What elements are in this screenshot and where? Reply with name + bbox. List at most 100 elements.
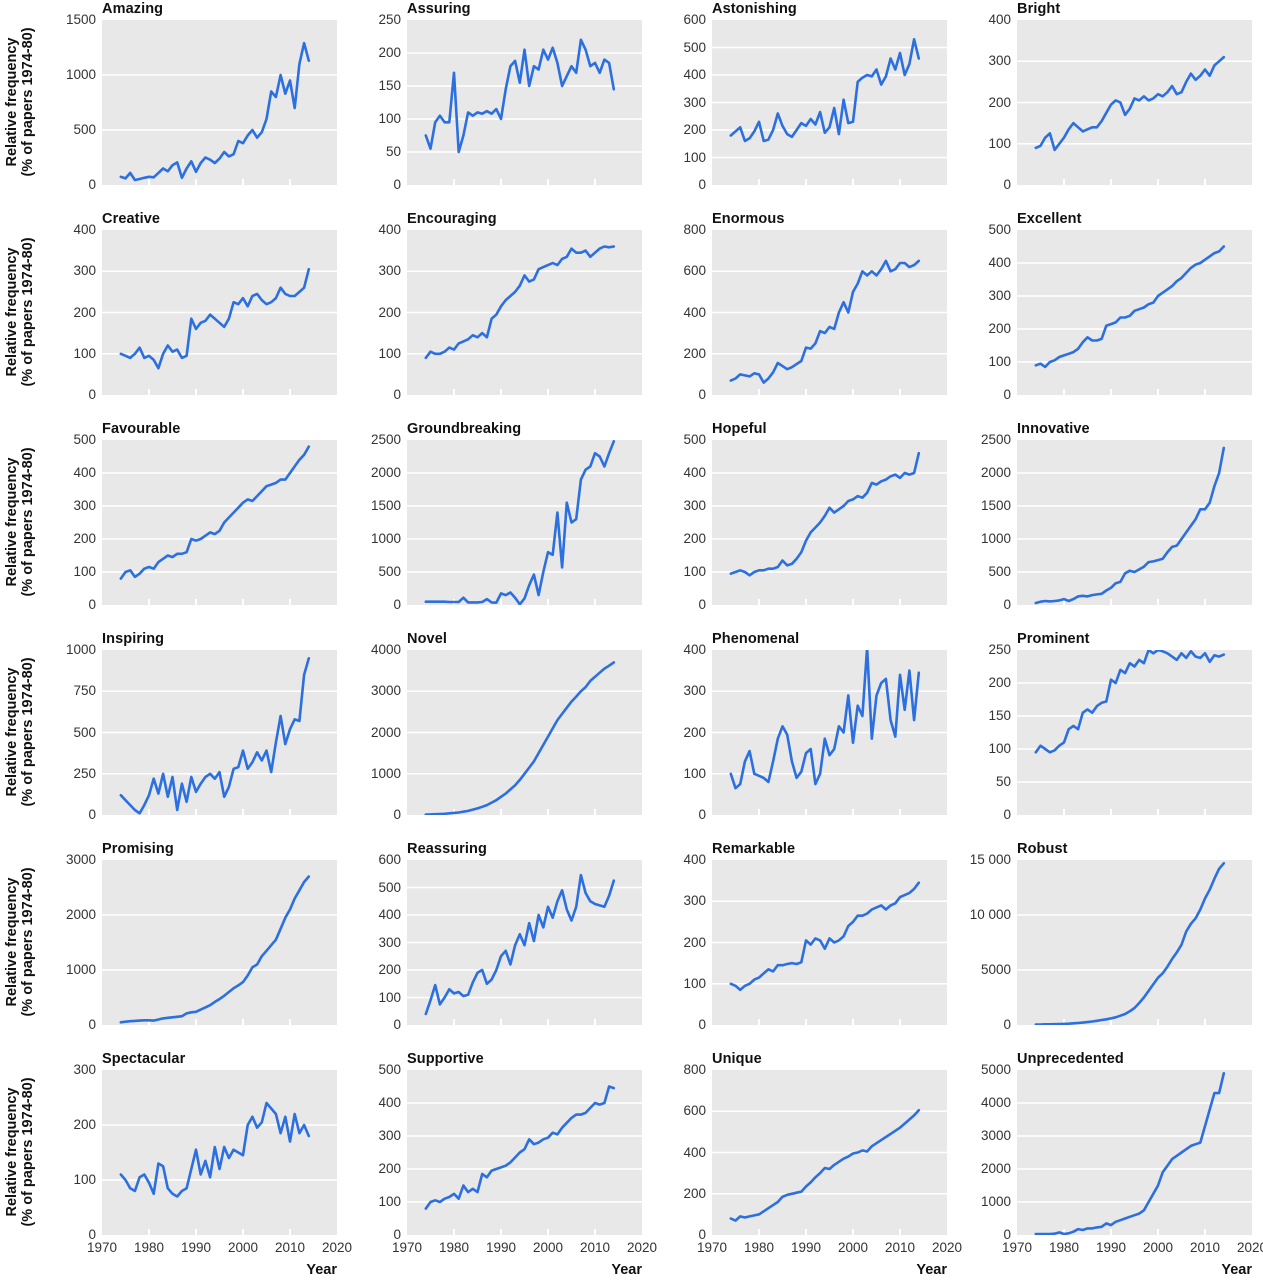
x-tick-mark xyxy=(547,1019,549,1025)
x-tick-mark xyxy=(594,599,596,605)
y-tick-label: 300 xyxy=(73,498,96,513)
x-tick-mark xyxy=(1204,179,1206,185)
x-tick-label: 1980 xyxy=(438,1240,470,1255)
y-tick-label: 100 xyxy=(988,741,1011,756)
y-axis-label-line1: Relative frequency xyxy=(4,667,20,797)
x-tick-mark xyxy=(453,1019,455,1025)
x-tick-mark xyxy=(1157,809,1159,815)
x-tick-mark xyxy=(242,179,244,185)
x-tick-mark xyxy=(289,179,291,185)
trend-line xyxy=(119,41,311,182)
plot-background xyxy=(102,860,337,1025)
x-tick-mark xyxy=(899,1019,901,1025)
x-tick-mark xyxy=(1110,179,1112,185)
subplot-title: Assuring xyxy=(407,1,471,17)
subplot-title: Bright xyxy=(1017,1,1061,17)
y-tick-label: 0 xyxy=(698,177,706,192)
y-tick-label: 400 xyxy=(73,222,96,237)
subplot-unique: Unique 0 200 400 600 800 1970 1980 1990 2000 2010 2… xyxy=(650,1050,962,1280)
y-tick-label: 400 xyxy=(378,222,401,237)
y-tick-label: 0 xyxy=(698,1017,706,1032)
y-axis-label: Relative frequency (% of papers 1974-80) xyxy=(0,420,40,630)
x-tick-mark xyxy=(1110,1229,1112,1235)
y-tick-label: 0 xyxy=(393,387,401,402)
y-tick-label: 300 xyxy=(378,263,401,279)
trend-line xyxy=(424,38,616,154)
y-tick-label: 1000 xyxy=(65,962,96,977)
y-tick-label: 400 xyxy=(988,12,1011,27)
y-tick-label: 100 xyxy=(73,1172,96,1187)
x-tick-mark xyxy=(148,1019,150,1025)
y-axis-label-line1: Relative frequency xyxy=(4,1087,20,1217)
y-tick-label: 400 xyxy=(73,465,96,480)
y-tick-label: 1000 xyxy=(370,765,401,781)
plot-area xyxy=(712,650,947,815)
y-tick-label: 200 xyxy=(378,962,401,977)
y-axis-label-text: Relative frequency (% of papers 1974-80) xyxy=(4,237,36,386)
x-tick-mark xyxy=(805,599,807,605)
y-tick-label: 150 xyxy=(378,78,401,93)
y-tick-label: 500 xyxy=(988,564,1011,579)
y-tick-label: 10 000 xyxy=(969,907,1011,922)
plot-area xyxy=(712,230,947,395)
x-tick-mark xyxy=(758,1229,760,1235)
plot-area xyxy=(1017,440,1252,605)
y-axis-label: Relative frequency (% of papers 1974-80) xyxy=(0,840,40,1050)
x-tick-mark xyxy=(852,809,854,815)
x-tick-mark xyxy=(289,809,291,815)
y-tick-label: 800 xyxy=(683,222,706,237)
y-tick-label: 200 xyxy=(683,345,706,361)
y-tick-label: 400 xyxy=(683,67,706,82)
x-tick-mark xyxy=(195,809,197,815)
y-tick-label: 200 xyxy=(378,1161,401,1176)
plot-area xyxy=(1017,230,1252,395)
x-tick-mark xyxy=(594,1019,596,1025)
subplot-unprecedented: Unprecedented 0 1000 2000 3000 4000 5000 1970 19… xyxy=(955,1050,1263,1280)
y-axis-label-text: Relative frequency (% of papers 1974-80) xyxy=(4,1077,36,1226)
plot-area xyxy=(407,650,642,815)
y-axis-label-line1: Relative frequency xyxy=(4,37,20,167)
y-tick-label: 2000 xyxy=(370,724,401,740)
subplot-title: Supportive xyxy=(407,1051,484,1067)
plot-background xyxy=(712,440,947,605)
x-axis-title: Year xyxy=(916,1262,947,1278)
plot-background xyxy=(407,1070,642,1235)
y-tick-label: 400 xyxy=(683,642,706,657)
x-tick-label: 1970 xyxy=(696,1240,728,1255)
subplot-enormous: Enormous 0 200 400 600 800 xyxy=(650,210,947,420)
x-tick-mark xyxy=(899,179,901,185)
x-tick-mark xyxy=(195,1229,197,1235)
y-tick-label: 200 xyxy=(73,304,96,320)
x-tick-mark xyxy=(500,179,502,185)
x-tick-mark xyxy=(899,809,901,815)
y-axis-label-line1: Relative frequency xyxy=(4,247,20,377)
x-tick-label: 1980 xyxy=(743,1240,775,1255)
y-tick-label: 0 xyxy=(698,807,706,822)
x-tick-mark xyxy=(148,809,150,815)
x-tick-mark xyxy=(805,809,807,815)
y-axis-label: Relative frequency (% of papers 1974-80) xyxy=(0,210,40,420)
y-tick-label: 300 xyxy=(73,1062,96,1077)
subplot-title: Amazing xyxy=(102,1,164,17)
plot-area xyxy=(712,860,947,1025)
subplot-inspiring: Inspiring 0 250 500 750 1000 xyxy=(40,630,337,840)
x-tick-mark xyxy=(242,599,244,605)
chart-row: Relative frequency (% of papers 1974-80) I… xyxy=(0,630,1263,840)
y-tick-label: 2000 xyxy=(980,465,1011,480)
y-tick-label: 200 xyxy=(683,122,706,137)
subplot-title: Excellent xyxy=(1017,211,1082,227)
x-tick-mark xyxy=(1204,809,1206,815)
y-tick-label: 100 xyxy=(988,354,1011,369)
y-axis-label-line2: (% of papers 1974-80) xyxy=(20,237,36,387)
y-tick-label: 3000 xyxy=(980,1128,1011,1143)
y-axis-label-line1: Relative frequency xyxy=(4,457,20,587)
plot-area xyxy=(102,860,337,1025)
plot-area xyxy=(1017,650,1252,815)
x-tick-mark xyxy=(1204,389,1206,395)
y-axis-label-line1: Relative frequency xyxy=(4,877,20,1007)
x-axis-title: Year xyxy=(306,1262,337,1278)
x-tick-label: 2010 xyxy=(1189,1240,1221,1255)
x-tick-label: 2010 xyxy=(274,1240,306,1255)
x-tick-mark xyxy=(1157,1019,1159,1025)
x-tick-mark xyxy=(805,389,807,395)
